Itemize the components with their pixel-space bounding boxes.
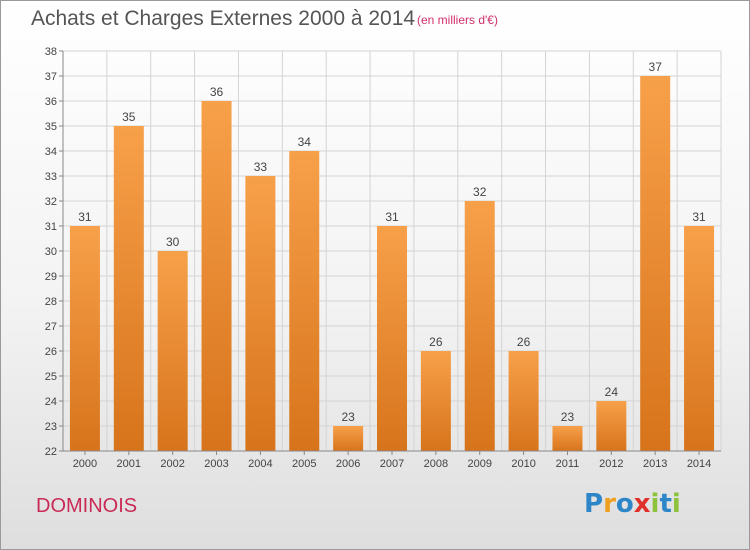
x-tick-label-2005: 2005 <box>292 458 316 470</box>
bar-2013 <box>640 76 671 451</box>
bar-2010 <box>508 351 539 451</box>
logo-letter: o <box>615 489 634 519</box>
logo-letter: i <box>650 489 660 519</box>
bar-2012 <box>596 401 627 451</box>
y-tick-label: 37 <box>45 71 57 83</box>
axes <box>59 50 721 455</box>
x-tick-label-2012: 2012 <box>599 458 623 470</box>
bar-2003 <box>201 101 232 451</box>
x-tick-label-2009: 2009 <box>467 458 491 470</box>
value-label-2001: 35 <box>122 110 136 124</box>
bars <box>69 76 715 451</box>
bar-2005 <box>289 151 320 451</box>
logo-letter: t <box>659 489 672 519</box>
bar-2004 <box>245 176 276 451</box>
y-tick-label: 36 <box>45 96 57 108</box>
bar-2008 <box>420 351 451 451</box>
bar-2001 <box>113 126 144 451</box>
value-label-2009: 32 <box>473 185 487 199</box>
x-tick-label-2008: 2008 <box>424 458 448 470</box>
y-tick-label: 22 <box>45 446 57 458</box>
x-tick-label-2000: 2000 <box>73 458 97 470</box>
x-tick-label-2006: 2006 <box>336 458 360 470</box>
chart-title: Achats et Charges Externes 2000 à 2014 <box>31 7 416 30</box>
x-tick-label-2011: 2011 <box>556 458 580 470</box>
value-label-2008: 26 <box>429 335 443 349</box>
value-label-2011: 23 <box>561 410 575 424</box>
x-tick-label-2013: 2013 <box>643 458 667 470</box>
labels: 22 23 24 25 26 27 28 29 30 31 32 33 34 35 36 37 38 31 2000… <box>45 46 712 470</box>
x-tick-label-2014: 2014 <box>687 458 711 470</box>
value-label-2006: 23 <box>341 410 355 424</box>
x-tick-label-2004: 2004 <box>248 458 272 470</box>
y-tick-label: 32 <box>45 196 57 208</box>
y-tick-label: 38 <box>45 46 57 58</box>
y-tick-label: 24 <box>45 396 57 408</box>
bar-2009 <box>464 201 495 451</box>
value-label-2014: 31 <box>692 210 706 224</box>
y-tick-label: 26 <box>45 346 57 358</box>
y-tick-label: 35 <box>45 121 57 133</box>
proxiti-logo: Proxiti <box>584 489 681 519</box>
x-tick-label-2002: 2002 <box>160 458 184 470</box>
y-tick-label: 28 <box>45 296 57 308</box>
x-tick-label-2010: 2010 <box>511 458 535 470</box>
logo-letter: r <box>603 489 616 519</box>
bar-2006 <box>333 426 364 451</box>
value-label-2005: 34 <box>298 135 312 149</box>
value-label-2003: 36 <box>210 85 224 99</box>
x-tick-label-2001: 2001 <box>117 458 141 470</box>
x-tick-label-2003: 2003 <box>204 458 228 470</box>
commune-name: DOMINOIS <box>36 495 138 517</box>
value-label-2010: 26 <box>517 335 531 349</box>
logo-letter: i <box>671 489 681 519</box>
chart-subtitle: (en milliers d'€) <box>417 13 498 27</box>
y-tick-label: 30 <box>45 246 57 258</box>
y-tick-label: 31 <box>45 221 57 233</box>
y-tick-label: 23 <box>45 421 57 433</box>
value-label-2000: 31 <box>78 210 92 224</box>
logo-letter: x <box>633 489 651 519</box>
bar-2007 <box>377 226 407 451</box>
value-label-2013: 37 <box>649 60 663 74</box>
y-tick-label: 25 <box>45 371 57 383</box>
y-tick-label: 34 <box>45 146 57 158</box>
value-label-2012: 24 <box>605 385 619 399</box>
value-label-2004: 33 <box>254 160 268 174</box>
bar-2000 <box>69 226 100 451</box>
bar-2014 <box>684 226 715 451</box>
x-tick-label-2007: 2007 <box>380 458 404 470</box>
value-label-2007: 31 <box>385 210 399 224</box>
bar-2002 <box>157 251 188 451</box>
value-label-2002: 30 <box>166 235 180 249</box>
y-tick-label: 29 <box>45 271 57 283</box>
y-tick-label: 33 <box>45 171 57 183</box>
y-tick-label: 27 <box>45 321 57 333</box>
bar-2011 <box>552 426 583 451</box>
logo-letter: P <box>584 489 604 519</box>
